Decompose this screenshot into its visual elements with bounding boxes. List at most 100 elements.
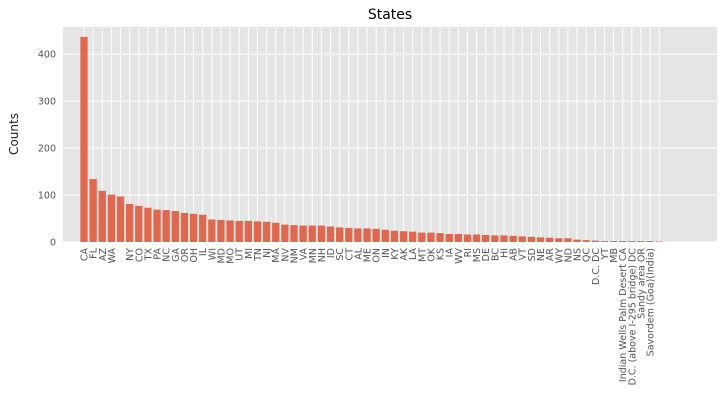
bar — [189, 213, 198, 242]
x-tick-label: CT — [344, 248, 355, 261]
bar — [491, 235, 499, 242]
x-tick-label: NM — [289, 248, 300, 263]
bar — [390, 230, 399, 242]
bar — [290, 225, 298, 242]
x-tick-label: IN — [381, 248, 392, 258]
x-tick-label: QC — [582, 248, 593, 262]
x-tick-label: MI — [244, 248, 255, 259]
bar — [308, 225, 316, 242]
x-tick-label: TX — [143, 248, 154, 262]
x-tick-label: OH — [189, 248, 200, 263]
y-axis: 0 100 200 300 400 — [38, 50, 56, 249]
x-tick-label: IA — [445, 248, 456, 258]
bar — [619, 241, 627, 242]
bar — [226, 220, 234, 242]
bar — [199, 214, 207, 242]
x-tick-label: VT — [518, 248, 529, 260]
bar — [573, 239, 581, 242]
x-tick-label: Indian Wells Palm Desert CA — [618, 248, 629, 383]
y-tick-label: 100 — [38, 191, 56, 202]
x-tick-label: NJ — [262, 248, 273, 258]
bar — [600, 241, 609, 242]
y-axis-label: Counts — [7, 113, 21, 155]
bar — [98, 190, 106, 242]
x-tick-label: NS — [573, 248, 584, 261]
x-tick-label: NE — [536, 248, 547, 261]
x-tick-label: VA — [299, 247, 310, 260]
bar — [536, 237, 545, 242]
x-tick-label: ON — [372, 248, 383, 263]
x-tick-label: AZ — [98, 248, 109, 261]
bars — [80, 36, 663, 242]
y-tick-label: 0 — [50, 238, 56, 249]
bar — [253, 221, 262, 242]
x-tick-label: CO — [134, 248, 145, 262]
bar — [326, 226, 335, 242]
chart-title: States — [368, 7, 412, 23]
bar — [208, 219, 216, 242]
x-tick-label: AR — [545, 248, 556, 261]
x-tick-label: YT — [600, 248, 611, 261]
bar — [500, 235, 508, 242]
x-tick-label: LA — [408, 248, 419, 261]
bar — [527, 236, 536, 242]
bar — [409, 231, 417, 242]
bar — [454, 234, 462, 242]
x-tick-label: HI — [499, 248, 510, 258]
bar — [418, 232, 426, 242]
bar — [107, 194, 116, 242]
bar — [354, 228, 362, 242]
x-tick-label: RI — [463, 248, 474, 257]
x-tick-label: NC — [162, 248, 173, 262]
x-tick-label: NH — [317, 248, 328, 262]
bar — [545, 237, 554, 242]
bar — [126, 203, 134, 242]
plot-background — [63, 27, 717, 242]
x-tick-label: UT — [235, 248, 246, 261]
bar — [628, 241, 636, 242]
x-tick-label: MT — [417, 248, 428, 262]
bar — [363, 228, 371, 242]
x-tick-label: D.C. DC — [591, 248, 602, 285]
x-tick-label: NV — [280, 248, 291, 262]
bar — [144, 207, 152, 242]
bar — [609, 241, 618, 242]
bar — [135, 205, 143, 242]
bar — [564, 238, 572, 242]
bar — [591, 240, 599, 242]
bar — [482, 234, 490, 242]
bar — [646, 241, 654, 242]
x-tick-label: Sandy area OR — [636, 248, 647, 319]
bar — [162, 210, 170, 242]
bar — [299, 225, 307, 242]
x-tick-label: MO — [226, 248, 237, 264]
x-tick-label: ID — [326, 248, 337, 258]
x-tick-label: DE — [481, 248, 492, 261]
bar — [372, 228, 380, 242]
bar — [180, 212, 189, 242]
x-tick-label: FL — [89, 247, 100, 258]
x-tick-label: SD — [527, 248, 538, 261]
bar — [317, 225, 326, 242]
bar — [427, 232, 435, 242]
x-tick-label: SC — [335, 248, 346, 261]
x-tick-label: ND — [563, 248, 574, 262]
x-tick-label: MB — [609, 248, 620, 263]
y-tick-label: 300 — [38, 97, 56, 108]
bar — [555, 238, 563, 242]
x-tick-label: KS — [436, 248, 447, 260]
bar — [116, 196, 125, 242]
bar — [262, 221, 271, 242]
bar — [244, 220, 252, 242]
bar — [272, 222, 280, 242]
x-tick-label: BC — [490, 248, 501, 261]
x-tick-label: GA — [171, 248, 182, 262]
bar — [518, 236, 526, 242]
x-tick-label: WV — [454, 248, 465, 264]
x-tick-label: OK — [426, 247, 437, 261]
bar — [637, 241, 645, 242]
bar — [80, 36, 88, 242]
x-tick-label: MN — [308, 248, 319, 263]
